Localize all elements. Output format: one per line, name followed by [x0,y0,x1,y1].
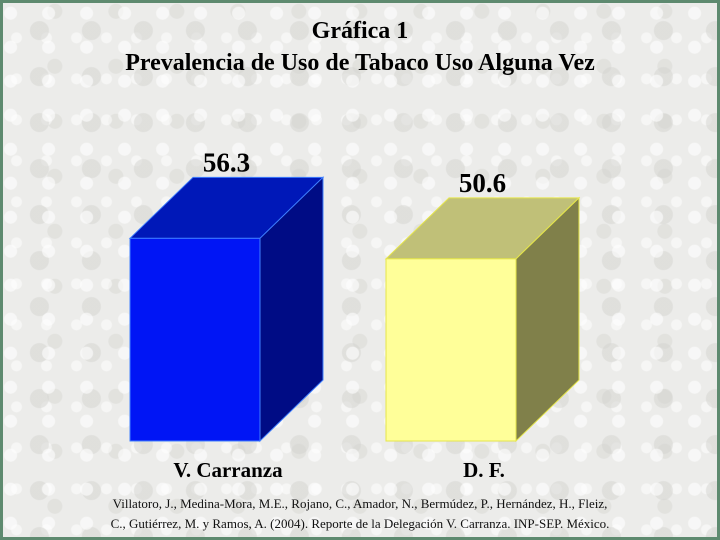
chart-title: Gráfica 1 [311,18,409,44]
bar-2-front [385,258,517,442]
bar-2-value-label: 50.6 [459,168,506,198]
category-label-1: V. Carranza [173,458,283,482]
citation: Villatoro, J., Medina-Mora, M.E., Rojano… [0,494,720,534]
citation-line-1: Villatoro, J., Medina-Mora, M.E., Rojano… [112,496,608,511]
bar-1-front [129,237,261,442]
bar-1-value-label: 56.3 [203,147,250,177]
category-label-2: D. F. [463,458,505,482]
chart-subtitle: Prevalencia de Uso de Tabaco Uso Alguna … [125,50,595,76]
citation-line-2: C., Gutiérrez, M. y Ramos, A. (2004). Re… [110,516,610,531]
slide-background [3,3,717,537]
